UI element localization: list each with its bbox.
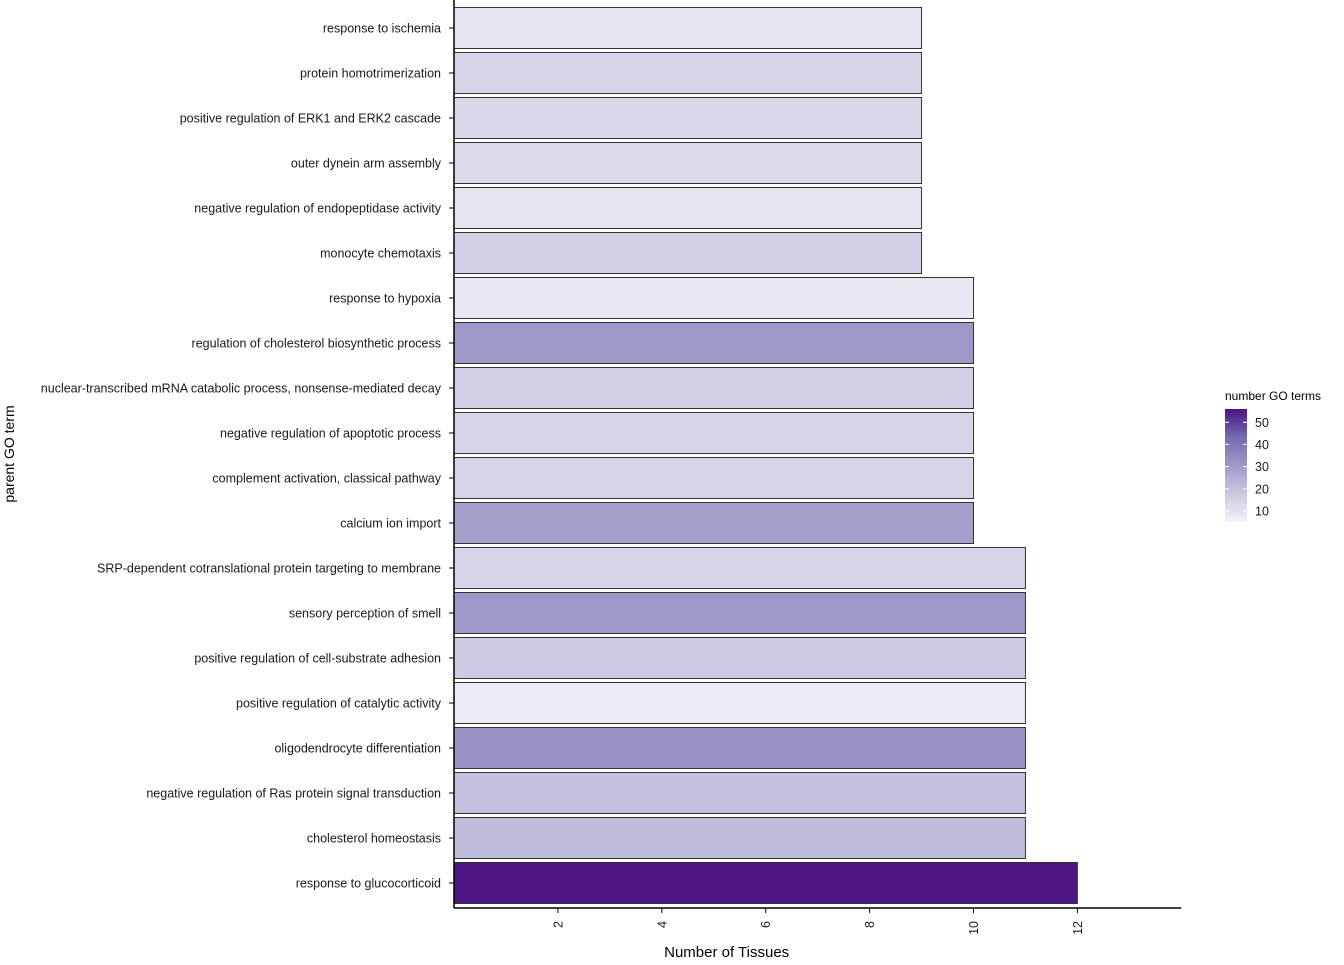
legend-tick-label: 10 <box>1255 504 1269 518</box>
category-label: positive regulation of cell-substrate ad… <box>194 652 441 666</box>
y-axis-title: parent GO term <box>1 405 17 502</box>
legend-tick-label: 50 <box>1255 416 1269 430</box>
bar <box>453 862 1078 904</box>
bar <box>453 817 1026 859</box>
category-label: SRP-dependent cotranslational protein ta… <box>97 562 441 576</box>
bars-layer <box>453 7 1078 904</box>
category-label: negative regulation of Ras protein signa… <box>146 787 441 801</box>
x-tick-label: 8 <box>863 921 877 928</box>
category-label: outer dynein arm assembly <box>291 157 442 171</box>
category-label: response to glucocorticoid <box>296 877 441 891</box>
legend-ticks: 10 20 30 40 50 <box>1225 416 1269 518</box>
bar <box>453 322 974 364</box>
category-label: nuclear-transcribed mRNA catabolic proce… <box>41 382 442 396</box>
bar <box>453 142 923 184</box>
legend: number GO terms 10 20 30 40 50 <box>1225 389 1321 522</box>
bar <box>453 457 974 499</box>
category-label: oligodendrocyte differentiation <box>274 742 441 756</box>
bar <box>453 502 974 544</box>
legend-tick-label: 30 <box>1255 460 1269 474</box>
bar <box>453 52 923 94</box>
x-tick-label: 6 <box>759 921 773 928</box>
category-label: sensory perception of smell <box>289 607 441 621</box>
bar <box>453 412 974 454</box>
bar <box>453 547 1026 589</box>
bar <box>453 187 923 229</box>
category-label: protein homotrimerization <box>300 67 441 81</box>
category-label: negative regulation of endopeptidase act… <box>194 202 441 216</box>
x-tick-label: 4 <box>655 921 669 928</box>
legend-title: number GO terms <box>1225 389 1321 403</box>
category-label: regulation of cholesterol biosynthetic p… <box>192 337 441 351</box>
category-label: response to ischemia <box>323 22 441 36</box>
bar <box>453 727 1026 769</box>
bar <box>453 7 923 49</box>
category-label: monocyte chemotaxis <box>320 247 441 261</box>
x-tick-label: 10 <box>967 921 981 935</box>
bar <box>453 637 1026 679</box>
x-tick-label: 2 <box>551 921 565 928</box>
bar <box>453 772 1026 814</box>
x-axis-ticks: 2 4 6 8 10 12 <box>551 908 1085 935</box>
bar <box>453 232 923 274</box>
legend-colorbar <box>1225 409 1247 522</box>
category-label: calcium ion import <box>340 517 441 531</box>
bar <box>453 682 1026 724</box>
category-label: positive regulation of catalytic activit… <box>236 697 442 711</box>
legend-tick-label: 20 <box>1255 482 1269 496</box>
x-axis-title: Number of Tissues <box>664 944 789 960</box>
category-labels: response to ischemia protein homotrimeriz… <box>41 22 454 891</box>
category-label: cholesterol homeostasis <box>307 832 441 846</box>
bar <box>453 97 923 139</box>
legend-tick-label: 40 <box>1255 438 1269 452</box>
bar <box>453 367 974 409</box>
category-label: response to hypoxia <box>329 292 441 306</box>
category-label: complement activation, classical pathway <box>212 472 441 486</box>
bar <box>453 592 1026 634</box>
x-tick-label: 12 <box>1071 921 1085 935</box>
category-label: positive regulation of ERK1 and ERK2 cas… <box>180 112 441 126</box>
bar <box>453 277 974 319</box>
category-label: negative regulation of apoptotic process <box>220 427 441 441</box>
